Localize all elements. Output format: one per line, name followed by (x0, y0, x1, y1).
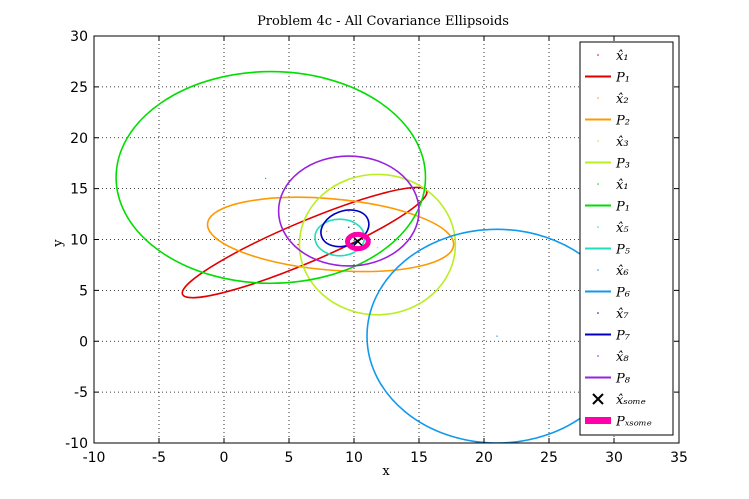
estimate-point-3 (326, 230, 328, 233)
ellipse-18 (345, 231, 371, 252)
y-tick-label: 25 (70, 80, 88, 96)
legend-box (579, 41, 674, 436)
legend-label: x̂₃ (616, 135, 629, 150)
ellipse-4 (206, 196, 455, 273)
x-tick-label: 30 (605, 450, 623, 466)
legend-label: P₇ (615, 329, 631, 344)
legend-label: P₆ (615, 286, 630, 301)
ellipse-8 (115, 70, 427, 285)
x-tick-label: 25 (540, 450, 558, 466)
legend-label: x̂₂ (616, 92, 629, 107)
legend-label: P₅ (615, 243, 631, 258)
y-tick-label: -5 (74, 385, 88, 401)
legend-symbol (597, 97, 599, 99)
plot-area (115, 70, 628, 443)
x-tick-label: -5 (152, 450, 166, 466)
ellipse-16 (277, 155, 420, 267)
legend-label: P₁ (615, 71, 630, 86)
x-tick-label: 20 (475, 450, 493, 466)
axis-ticks: -10 -5 0 5 10 15 20 25 30 35 -10 -5 0 5 10 15 20 25 30 (65, 29, 688, 466)
legend-symbol (597, 226, 599, 228)
x-tick-label: 0 (220, 450, 229, 466)
legend-label: x̂₁ (616, 178, 629, 193)
y-tick-label: 15 (70, 182, 88, 198)
estimate-point-13 (348, 226, 350, 228)
y-tick-label: 30 (70, 29, 88, 45)
estimate-point-5 (376, 246, 379, 249)
legend-symbol (592, 393, 604, 405)
legend-label: P₁ (615, 200, 630, 215)
x-tick-label: 35 (670, 450, 688, 466)
y-tick-label: -10 (65, 436, 88, 452)
chart-title: Problem 4c - All Covariance Ellipsoids (257, 14, 509, 29)
legend-symbol (597, 312, 599, 314)
legend-label: P₂ (615, 114, 630, 129)
legend-symbol (597, 140, 599, 142)
estimate-point-11 (496, 335, 498, 337)
legend-label: Pₓₛₒₘₑ (615, 415, 652, 430)
x-tick-label: 10 (345, 450, 363, 466)
x-tick-label: -10 (83, 450, 106, 466)
legend-label: P₈ (615, 372, 631, 387)
legend-symbol (597, 269, 599, 271)
ellipse-6 (298, 173, 457, 316)
legend-symbol (597, 183, 599, 185)
y-tick-label: 5 (79, 283, 88, 299)
legend-symbol (597, 54, 599, 56)
combined-estimate-marker (353, 237, 363, 247)
legend-label: x̂₁ (616, 49, 629, 64)
y-axis-label: y (51, 239, 66, 248)
x-axis-label: x (382, 464, 390, 479)
x-tick-label: 5 (285, 450, 294, 466)
estimate-point-7 (264, 177, 267, 180)
y-tick-label: 10 (70, 233, 88, 249)
legend-label: x̂₅ (616, 221, 629, 236)
x-tick-label: 15 (410, 450, 428, 466)
legend-label: x̂₆ (616, 264, 629, 279)
y-tick-label: 20 (70, 131, 88, 147)
estimate-point-15 (348, 210, 350, 212)
legend-label: P₃ (615, 157, 630, 172)
estimate-point-1 (297, 243, 299, 246)
legend-label: x̂ₛₒₘₑ (616, 393, 646, 408)
legend-label: x̂₇ (616, 307, 629, 322)
y-tick-label: 0 (79, 334, 88, 350)
legend-label: x̂₈ (616, 350, 629, 365)
legend: x̂₁ P₁ x̂₂ P₂ x̂₃ P₃ x̂₁ P₁ x̂₅ P₅ x̂₆ P₆ x̂₇ P₇ x̂₈ P₈… (579, 41, 674, 436)
legend-symbol (597, 355, 599, 357)
estimate-point-9 (339, 237, 341, 240)
